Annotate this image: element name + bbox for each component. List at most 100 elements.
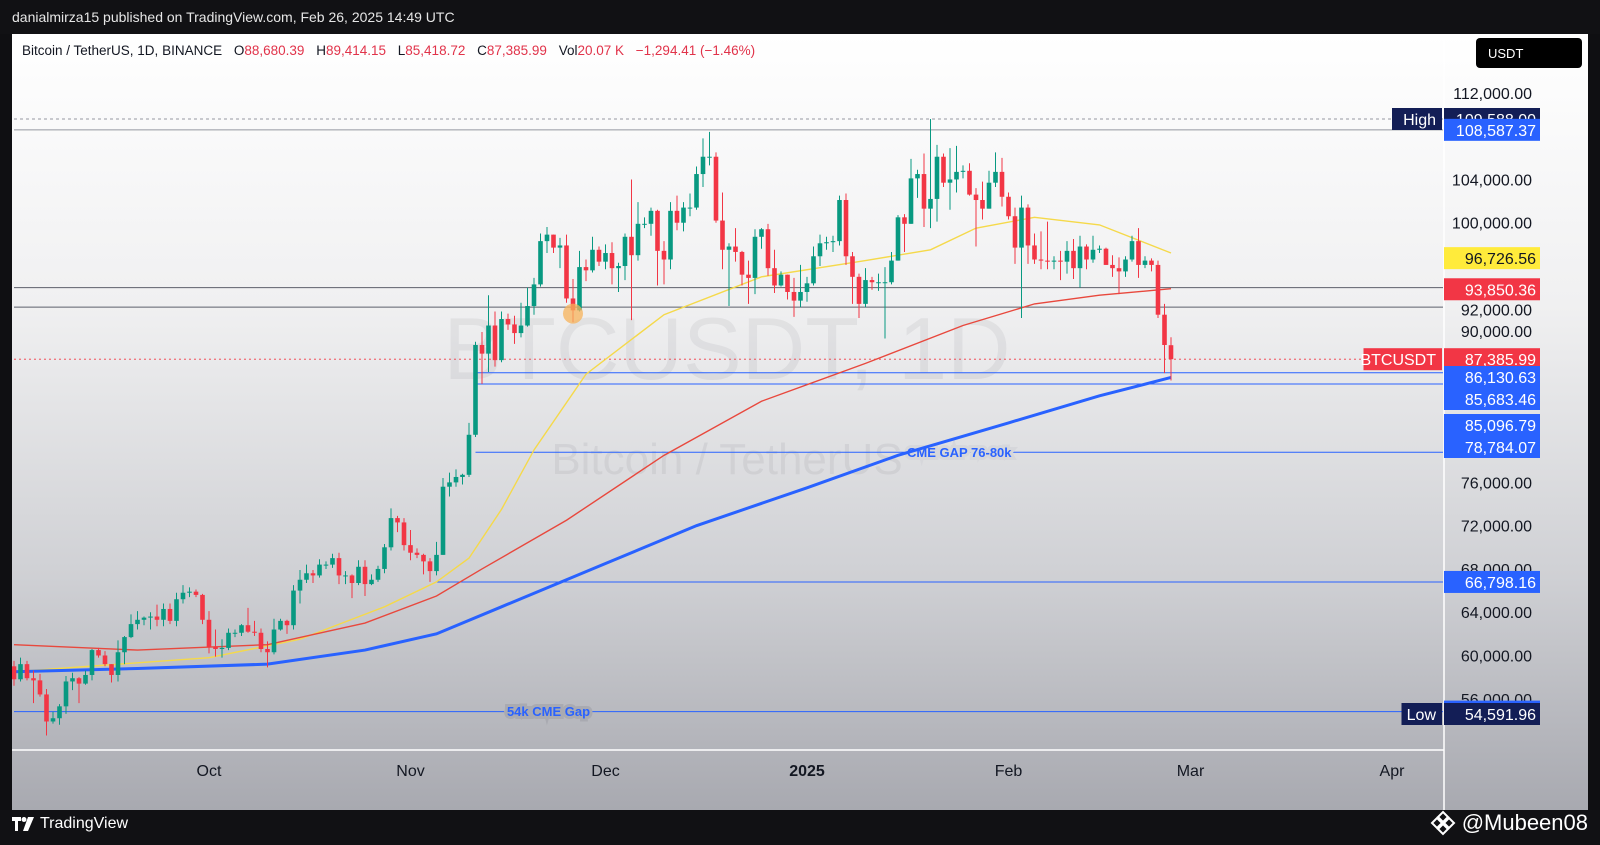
legend-vol-label: Vol (558, 43, 578, 58)
price-tag-value: 66,798.16 (1465, 575, 1536, 592)
candle-body (167, 608, 173, 621)
price-tick-label: 104,000.00 (1452, 172, 1532, 189)
candle-body (356, 566, 361, 584)
candle-body (1084, 246, 1089, 260)
candle-body (447, 482, 452, 487)
candle-body (609, 253, 615, 269)
candle-body (278, 620, 283, 630)
candle-body (421, 554, 426, 562)
candle-body (843, 200, 849, 257)
candle-body (934, 156, 940, 199)
candle-body (674, 210, 680, 223)
tradingview-brand: TradingView (40, 815, 129, 832)
candle-body (440, 486, 446, 555)
legend-open-label: O (233, 43, 245, 58)
currency-button[interactable]: USDT (1476, 38, 1582, 68)
candle-body (427, 561, 433, 572)
candle-body (1058, 260, 1063, 262)
candle-body (128, 624, 134, 638)
candle-body (603, 253, 608, 262)
published-caption: danialmirza15 published on TradingView.c… (12, 9, 455, 25)
price-tag-name: BTCUSDT (1360, 352, 1436, 369)
price-chart[interactable]: BTCUSDT, 1D Bitcoin / TetherUS CME GAP 7… (12, 34, 1588, 810)
candle-body (330, 558, 335, 565)
price-tick-label: 112,000.00 (1453, 86, 1532, 103)
legend-high-label: H (316, 43, 326, 58)
candle-body (915, 174, 920, 179)
candle-body (687, 207, 693, 209)
candle-body (505, 319, 511, 325)
price-tag (1444, 366, 1540, 388)
candle-body (739, 251, 745, 275)
candle-body (856, 276, 862, 304)
price-tag (1444, 703, 1540, 725)
candle-body (869, 280, 875, 283)
candle-body (1032, 245, 1037, 260)
candle-body (122, 637, 127, 653)
candle-body (830, 241, 836, 243)
candle-body (863, 280, 868, 304)
candle-body (265, 648, 270, 653)
price-tick-label: 92,000.00 (1461, 302, 1532, 319)
candle-body (967, 170, 972, 195)
candle-body (96, 650, 101, 656)
candle-body (655, 210, 660, 251)
candle-body (492, 325, 498, 361)
candle-body (1077, 246, 1083, 269)
candle-body (12, 666, 17, 680)
candle-body (746, 274, 751, 278)
candle-body (876, 282, 881, 284)
candle-body (180, 592, 186, 600)
line-label-text: CME GAP 76-80k (907, 445, 1012, 460)
candle-body (1162, 314, 1167, 345)
moving-average-line (13, 288, 1172, 651)
candle-body (1038, 259, 1044, 261)
candle-body (174, 599, 179, 621)
candle-body (544, 234, 550, 242)
candle-body (648, 210, 654, 224)
moving-average-line (13, 216, 1172, 673)
candle-body (24, 664, 30, 679)
candle-body (551, 234, 556, 248)
candle-body (382, 547, 387, 569)
legend-high: 89,414.15 (325, 43, 386, 58)
candle-body (525, 306, 530, 326)
candle-body (986, 182, 992, 209)
candle-body (713, 156, 719, 221)
candle-body (590, 249, 595, 271)
candle-body (63, 681, 69, 707)
candle-body (778, 274, 784, 286)
candle-body (336, 558, 342, 576)
candle-body (538, 241, 543, 285)
candle-body (1149, 260, 1154, 265)
price-tag-value: 87,385.99 (1465, 352, 1536, 369)
price-tag-value: 108,587.37 (1456, 123, 1536, 140)
price-labels: 109,588.00High108,587.3796,726.5693,850.… (1360, 108, 1540, 725)
candle-body (557, 245, 563, 248)
candle-body (1071, 250, 1076, 269)
legend-symbol: Bitcoin / TetherUS, 1D, BINANCE (22, 43, 223, 58)
candle-body (258, 632, 264, 649)
candle-body (161, 608, 166, 620)
candle-body (882, 282, 888, 284)
price-tag-value: 54,591.96 (1465, 707, 1536, 724)
tradingview-logo[interactable]: TradingView (12, 815, 128, 833)
candle-body (1155, 264, 1161, 315)
candle-body (993, 171, 998, 183)
candle-body (902, 217, 907, 224)
binance-diamond-icon (1430, 810, 1456, 836)
candle-body (109, 664, 114, 675)
price-tag-value: 78,784.07 (1465, 440, 1536, 457)
candle-body (1116, 268, 1122, 272)
candle-body (460, 474, 465, 477)
candle-body (44, 694, 49, 722)
candle-body (226, 632, 231, 648)
candle-body (115, 652, 121, 675)
candle-body (284, 620, 290, 626)
candle-body (317, 564, 322, 576)
price-tick-label: 72,000.00 (1461, 519, 1532, 536)
price-tag-name-bg (1392, 108, 1442, 130)
candle-body (193, 591, 199, 595)
candle-body (200, 594, 205, 620)
chart-panel[interactable]: BTCUSDT, 1D Bitcoin / TetherUS CME GAP 7… (12, 34, 1588, 810)
